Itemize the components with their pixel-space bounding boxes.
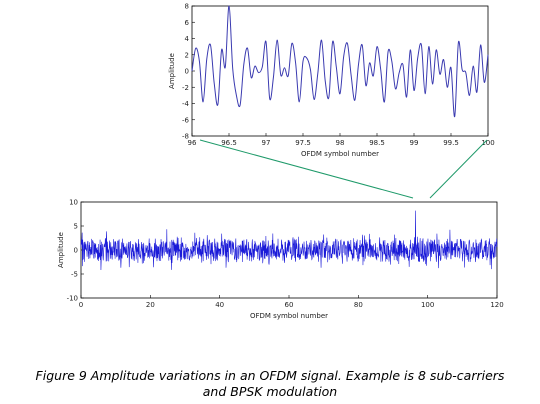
zoom-y-tick-label: 0 — [185, 68, 189, 76]
full-x-tick-label: 0 — [79, 301, 83, 309]
caption-line-2: and BPSK modulation — [202, 384, 338, 399]
zoom-x-tick-label: 98.5 — [369, 139, 385, 147]
zoom-y-tick-label: -6 — [182, 116, 190, 124]
zoom-y-tick-label: -2 — [182, 84, 189, 92]
full-y-tick-label: -10 — [67, 295, 78, 303]
full-x-axis-label: OFDM symbol number — [250, 312, 328, 320]
zoom-series-line — [191, 5, 489, 118]
full-y-tick-label: 0 — [74, 247, 78, 255]
zoom-plot-frame — [191, 5, 489, 137]
zoom-y-tick-label: -4 — [182, 100, 190, 108]
full-y-tick-label: 10 — [69, 199, 78, 207]
caption-line-1: Figure 9 Amplitude variations in an OFDM… — [35, 368, 505, 383]
full-x-tick-label: 80 — [354, 301, 363, 309]
figure-caption: Figure 9 Amplitude variations in an OFDM… — [0, 368, 540, 400]
full-x-tick-label: 120 — [490, 301, 503, 309]
zoom-y-tick-label: 8 — [185, 3, 189, 11]
zoom-connector-right — [429, 139, 488, 199]
zoom-panel: -8 -6 -4 -2 0 2 4 6 8 96 96.5 97 97.5 98 98.5 99 99.5 10… — [168, 3, 495, 159]
zoom-y-axis-label: Amplitude — [168, 53, 176, 89]
full-x-tick-label: 60 — [285, 301, 294, 309]
zoom-x-tick-label: 97 — [262, 139, 271, 147]
zoom-y-tick-label: 4 — [185, 35, 190, 43]
full-x-ticks: 0 20 40 60 80 100 120 — [79, 295, 504, 309]
full-y-tick-label: -5 — [71, 271, 78, 279]
zoom-y-tick-label: 2 — [185, 51, 189, 59]
zoom-x-tick-label: 97.5 — [295, 139, 311, 147]
full-y-axis-label: Amplitude — [57, 232, 65, 268]
full-y-tick-label: 5 — [74, 223, 78, 231]
zoom-x-tick-label: 100 — [481, 139, 494, 147]
zoom-x-axis-label: OFDM symbol number — [301, 150, 379, 158]
zoom-x-ticks: 96 96.5 97 97.5 98 98.5 99 99.5 100 — [188, 133, 495, 147]
full-x-tick-label: 100 — [421, 301, 434, 309]
full-x-tick-label: 20 — [146, 301, 155, 309]
zoom-x-tick-label: 96 — [188, 139, 197, 147]
zoom-x-tick-label: 99 — [410, 139, 419, 147]
zoom-y-tick-label: 6 — [185, 19, 190, 27]
zoom-connector-left — [199, 139, 414, 199]
zoom-x-tick-label: 99.5 — [443, 139, 459, 147]
full-series-line — [80, 210, 498, 270]
full-panel: -10 -5 0 5 10 0 20 40 60 80 100 120 OFDM symbol nu… — [57, 199, 504, 321]
zoom-y-ticks: -8 -6 -4 -2 0 2 4 6 8 — [182, 3, 195, 141]
zoom-x-tick-label: 98 — [336, 139, 345, 147]
zoom-y-tick-label: -8 — [182, 133, 189, 141]
full-x-tick-label: 40 — [215, 301, 224, 309]
zoom-x-tick-label: 96.5 — [221, 139, 237, 147]
